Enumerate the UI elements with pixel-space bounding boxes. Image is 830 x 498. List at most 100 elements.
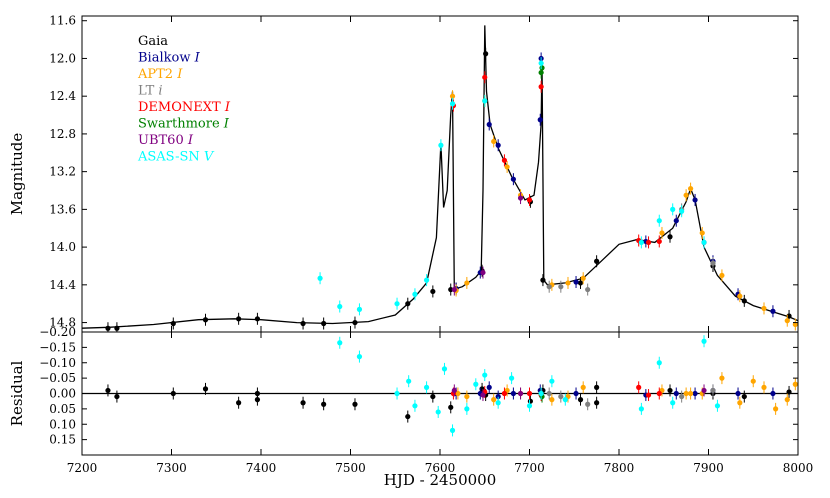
legend-entry-lt: LT i bbox=[138, 84, 163, 99]
residual-data-point bbox=[577, 397, 584, 403]
residual-data-point bbox=[441, 366, 448, 372]
magnitude-data-point bbox=[699, 230, 705, 236]
residual-data-point bbox=[538, 390, 544, 397]
x-tick-label: 7300 bbox=[156, 461, 187, 475]
x-tick-label: 7600 bbox=[425, 461, 456, 475]
magnitude-series-bialkow-i bbox=[453, 52, 776, 318]
magnitude-data-point bbox=[105, 325, 111, 331]
magnitude-data-point bbox=[430, 288, 436, 295]
magnitude-data-point bbox=[517, 195, 524, 201]
residual-data-point bbox=[638, 406, 644, 412]
magnitude-panel: 11.6 12.0 12.4 12.8 13.2 13.6 14.0 14.4 14.8 Mag… bbox=[8, 14, 799, 333]
x-tick-label: 7800 bbox=[604, 461, 635, 475]
magnitude-data-point bbox=[667, 234, 673, 240]
magnitude-data-point bbox=[670, 206, 676, 212]
residual-data-point bbox=[701, 338, 707, 344]
magnitude-ytick-label: 12.8 bbox=[49, 127, 76, 141]
residual-ytick-label: 0.15 bbox=[49, 433, 76, 447]
legend-band-label: V bbox=[204, 150, 215, 165]
residual-data-point bbox=[580, 384, 586, 390]
magnitude-axis-label: Magnitude bbox=[8, 133, 26, 216]
x-tick-label: 7200 bbox=[67, 461, 98, 475]
magnitude-data-point bbox=[741, 298, 747, 304]
legend-band-label: I bbox=[176, 67, 183, 82]
residual-data-point bbox=[549, 397, 555, 403]
residual-data-point bbox=[526, 403, 533, 409]
residual-data-point bbox=[645, 392, 652, 398]
magnitude-data-point bbox=[594, 258, 600, 264]
magnitude-data-point bbox=[510, 176, 516, 182]
residual-data-point bbox=[710, 387, 716, 394]
residual-data-point bbox=[546, 390, 552, 397]
magnitude-data-point bbox=[585, 286, 591, 293]
magnitude-data-point bbox=[482, 74, 488, 80]
residual-data-point bbox=[585, 401, 591, 407]
legend-entry-asas-sn: ASAS-SN V bbox=[137, 150, 215, 165]
magnitude-series-apt2-i bbox=[449, 90, 798, 331]
magnitude-data-point bbox=[645, 239, 652, 245]
residual-ytick-label: 0.05 bbox=[49, 402, 76, 416]
residual-data-point bbox=[526, 390, 533, 397]
magnitude-data-point bbox=[792, 321, 798, 328]
magnitude-data-point bbox=[480, 269, 486, 276]
residual-data-point bbox=[792, 381, 798, 387]
legend-entry-swarthmore: Swarthmore I bbox=[138, 117, 230, 132]
residual-data-point bbox=[412, 403, 418, 409]
magnitude-data-point bbox=[254, 316, 261, 322]
legend-band-label: I bbox=[224, 100, 231, 115]
magnitude-data-point bbox=[538, 69, 544, 76]
residual-data-point bbox=[683, 390, 689, 397]
magnitude-data-point bbox=[761, 305, 767, 312]
magnitude-data-point bbox=[300, 320, 306, 327]
magnitude-ytick-label: 14.8 bbox=[49, 316, 76, 330]
residual-data-point bbox=[423, 384, 430, 390]
residual-data-point bbox=[562, 397, 568, 403]
magnitude-data-point bbox=[701, 239, 707, 245]
residual-data-point bbox=[495, 393, 501, 400]
legend-entry-bialkow: Bialkow I bbox=[138, 51, 201, 66]
magnitude-ytick-label: 11.6 bbox=[49, 14, 76, 28]
magnitude-data-point bbox=[448, 286, 454, 293]
legend-band-label: I bbox=[187, 133, 194, 148]
residual-data-point bbox=[495, 400, 501, 406]
magnitude-ytick-label: 14.4 bbox=[49, 278, 76, 292]
magnitude-data-point bbox=[236, 316, 242, 322]
residual-data-point bbox=[482, 372, 488, 378]
residual-data-point bbox=[786, 389, 792, 395]
magnitude-data-point bbox=[317, 275, 323, 281]
magnitude-data-point bbox=[394, 301, 400, 307]
residual-axis-ticks: −0.20−0.15 −0.10−0.05 0.000.050.10 0.15 7200… bbox=[39, 325, 813, 475]
magnitude-data-point bbox=[656, 218, 662, 224]
residual-data-point bbox=[573, 390, 579, 397]
residual-data-point bbox=[356, 354, 363, 360]
residual-data-point bbox=[337, 340, 343, 346]
magnitude-data-point bbox=[405, 301, 411, 307]
magnitude-data-point bbox=[565, 280, 571, 286]
residual-data-point bbox=[501, 390, 508, 397]
magnitude-series-gaia bbox=[105, 47, 792, 332]
magnitude-data-point bbox=[504, 164, 510, 170]
residual-data-point bbox=[688, 390, 694, 397]
magnitude-data-point bbox=[573, 279, 579, 285]
magnitude-data-point bbox=[495, 142, 501, 148]
legend-entry-ubt60: UBT60 I bbox=[138, 133, 194, 148]
residual-data-point bbox=[714, 403, 721, 409]
residual-data-point bbox=[701, 387, 707, 394]
residual-data-point bbox=[394, 390, 400, 397]
magnitude-ytick-label: 13.2 bbox=[49, 165, 76, 179]
magnitude-data-point bbox=[683, 192, 689, 198]
residual-data-point bbox=[656, 390, 662, 397]
residual-data-point bbox=[770, 390, 776, 397]
residual-data-point bbox=[509, 375, 515, 381]
residual-data-point bbox=[510, 390, 516, 397]
residual-ytick-label: −0.10 bbox=[39, 356, 76, 370]
residual-data-point bbox=[464, 406, 470, 412]
magnitude-data-point bbox=[449, 101, 456, 107]
magnitude-data-point bbox=[580, 275, 586, 281]
residual-ytick-label: 0.10 bbox=[49, 417, 76, 431]
magnitude-data-point bbox=[483, 51, 489, 57]
residual-data-point bbox=[549, 378, 555, 384]
x-tick-label: 7400 bbox=[246, 461, 277, 475]
residual-data-point bbox=[254, 397, 261, 403]
